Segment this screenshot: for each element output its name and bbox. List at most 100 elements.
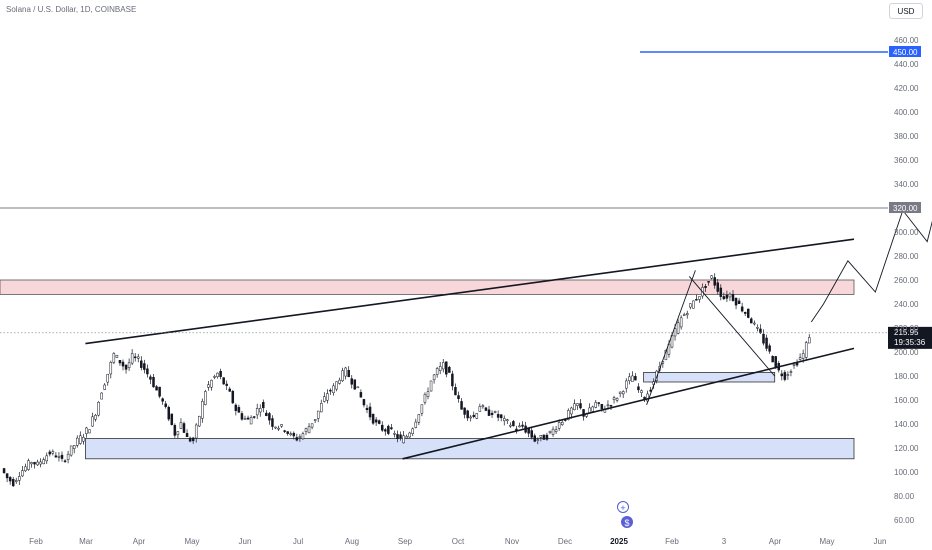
candle-body [112, 353, 116, 363]
candle-body [582, 409, 585, 417]
candle-body [204, 391, 207, 405]
candle-body [698, 296, 701, 300]
y-tick-label: 60.00 [894, 516, 915, 525]
candle-body [210, 379, 213, 388]
candle-body [615, 398, 619, 401]
candle-body [429, 380, 433, 392]
candle-body [765, 337, 768, 349]
candle-body [246, 417, 250, 420]
candle-body [316, 410, 320, 419]
candle-body [567, 410, 570, 420]
candle-body [545, 434, 549, 440]
candle-body [804, 342, 808, 358]
candle-body [298, 436, 302, 438]
candle-body [18, 476, 21, 481]
label-450-box [889, 46, 921, 57]
y-tick-label: 440.00 [894, 60, 919, 69]
candle-body [45, 455, 48, 462]
candle-body [499, 414, 503, 419]
candle-body [734, 297, 738, 306]
y-tick-label: 180.00 [894, 372, 919, 381]
candle-body [731, 294, 735, 301]
candle-body [320, 403, 323, 413]
candle-body [338, 379, 341, 384]
currency-button[interactable]: USD [889, 3, 923, 19]
candle-body [634, 376, 637, 381]
candle-body [551, 428, 555, 435]
x-tick-label: Apr [769, 537, 782, 546]
price-axis: 60.00 80.00 100.00 120.00 140.00 160.00 180.00… [889, 36, 921, 525]
candle-body [213, 376, 216, 378]
candle-body [625, 380, 628, 389]
candle-body [704, 286, 707, 288]
candle-body [521, 424, 524, 427]
candle-body [124, 364, 128, 370]
candle-body [39, 461, 42, 465]
candle-body [167, 406, 170, 420]
y-tick-label: 420.00 [894, 84, 919, 93]
candle-body [335, 381, 338, 390]
current-price-layer: 215.95 19:35:36 [0, 326, 932, 349]
candle-body [262, 402, 265, 409]
candle-body [33, 462, 36, 465]
y-tick-label: 140.00 [894, 420, 919, 429]
y-tick-label: 200.00 [894, 348, 919, 357]
candle-body [158, 386, 161, 397]
candle-body [15, 480, 18, 482]
candle-body [176, 431, 180, 436]
us-flag-event-icon[interactable]: $ [621, 516, 633, 528]
candle-body [54, 455, 58, 458]
candle-body [682, 314, 686, 316]
zones-layer [0, 279, 855, 460]
candle-body [728, 293, 732, 298]
x-tick-label: Oct [452, 537, 465, 546]
x-tick-label: Jun [874, 537, 887, 546]
candle-body [591, 406, 594, 412]
candle-body [164, 403, 167, 407]
candle-body [374, 419, 378, 423]
candle-body [402, 435, 405, 444]
candle-body [371, 413, 375, 424]
candle-body [527, 428, 530, 434]
candle-body [801, 353, 805, 359]
candle-body [792, 364, 796, 366]
candle-body [762, 333, 765, 344]
candle-body [740, 306, 744, 312]
candle-body [432, 374, 436, 381]
candle-body [344, 367, 347, 377]
candle-body [133, 356, 137, 359]
candle-body [21, 470, 24, 477]
candle-body [30, 462, 33, 465]
candle-body [63, 460, 67, 463]
candle-body [747, 308, 750, 318]
candle-body [463, 407, 466, 415]
candle-body [579, 403, 582, 409]
projection-path [810, 209, 932, 323]
candle-body [231, 390, 235, 404]
candle-body [57, 456, 61, 458]
candle-body [640, 390, 643, 393]
plus-event-icon[interactable]: + [617, 501, 629, 513]
candle-body [219, 371, 222, 377]
candle-body [707, 281, 710, 283]
x-tick-label: Feb [665, 537, 679, 546]
candle-body [341, 370, 344, 382]
candle-body [475, 413, 479, 419]
candle-body [478, 406, 482, 412]
candle-body [490, 412, 494, 416]
candle-body [173, 425, 177, 436]
candle-body [808, 337, 811, 344]
x-tick-label: Sep [398, 537, 413, 546]
candle-body [695, 299, 698, 301]
candle-body [560, 421, 564, 425]
candle-body [570, 407, 573, 415]
candle-body [130, 353, 134, 364]
candle-body [225, 383, 228, 386]
candle-body [51, 451, 55, 454]
candle-body [2, 468, 6, 474]
candle-body [753, 322, 756, 325]
candle-body [442, 362, 445, 370]
candle-body [36, 461, 39, 466]
candle-body [594, 402, 597, 408]
